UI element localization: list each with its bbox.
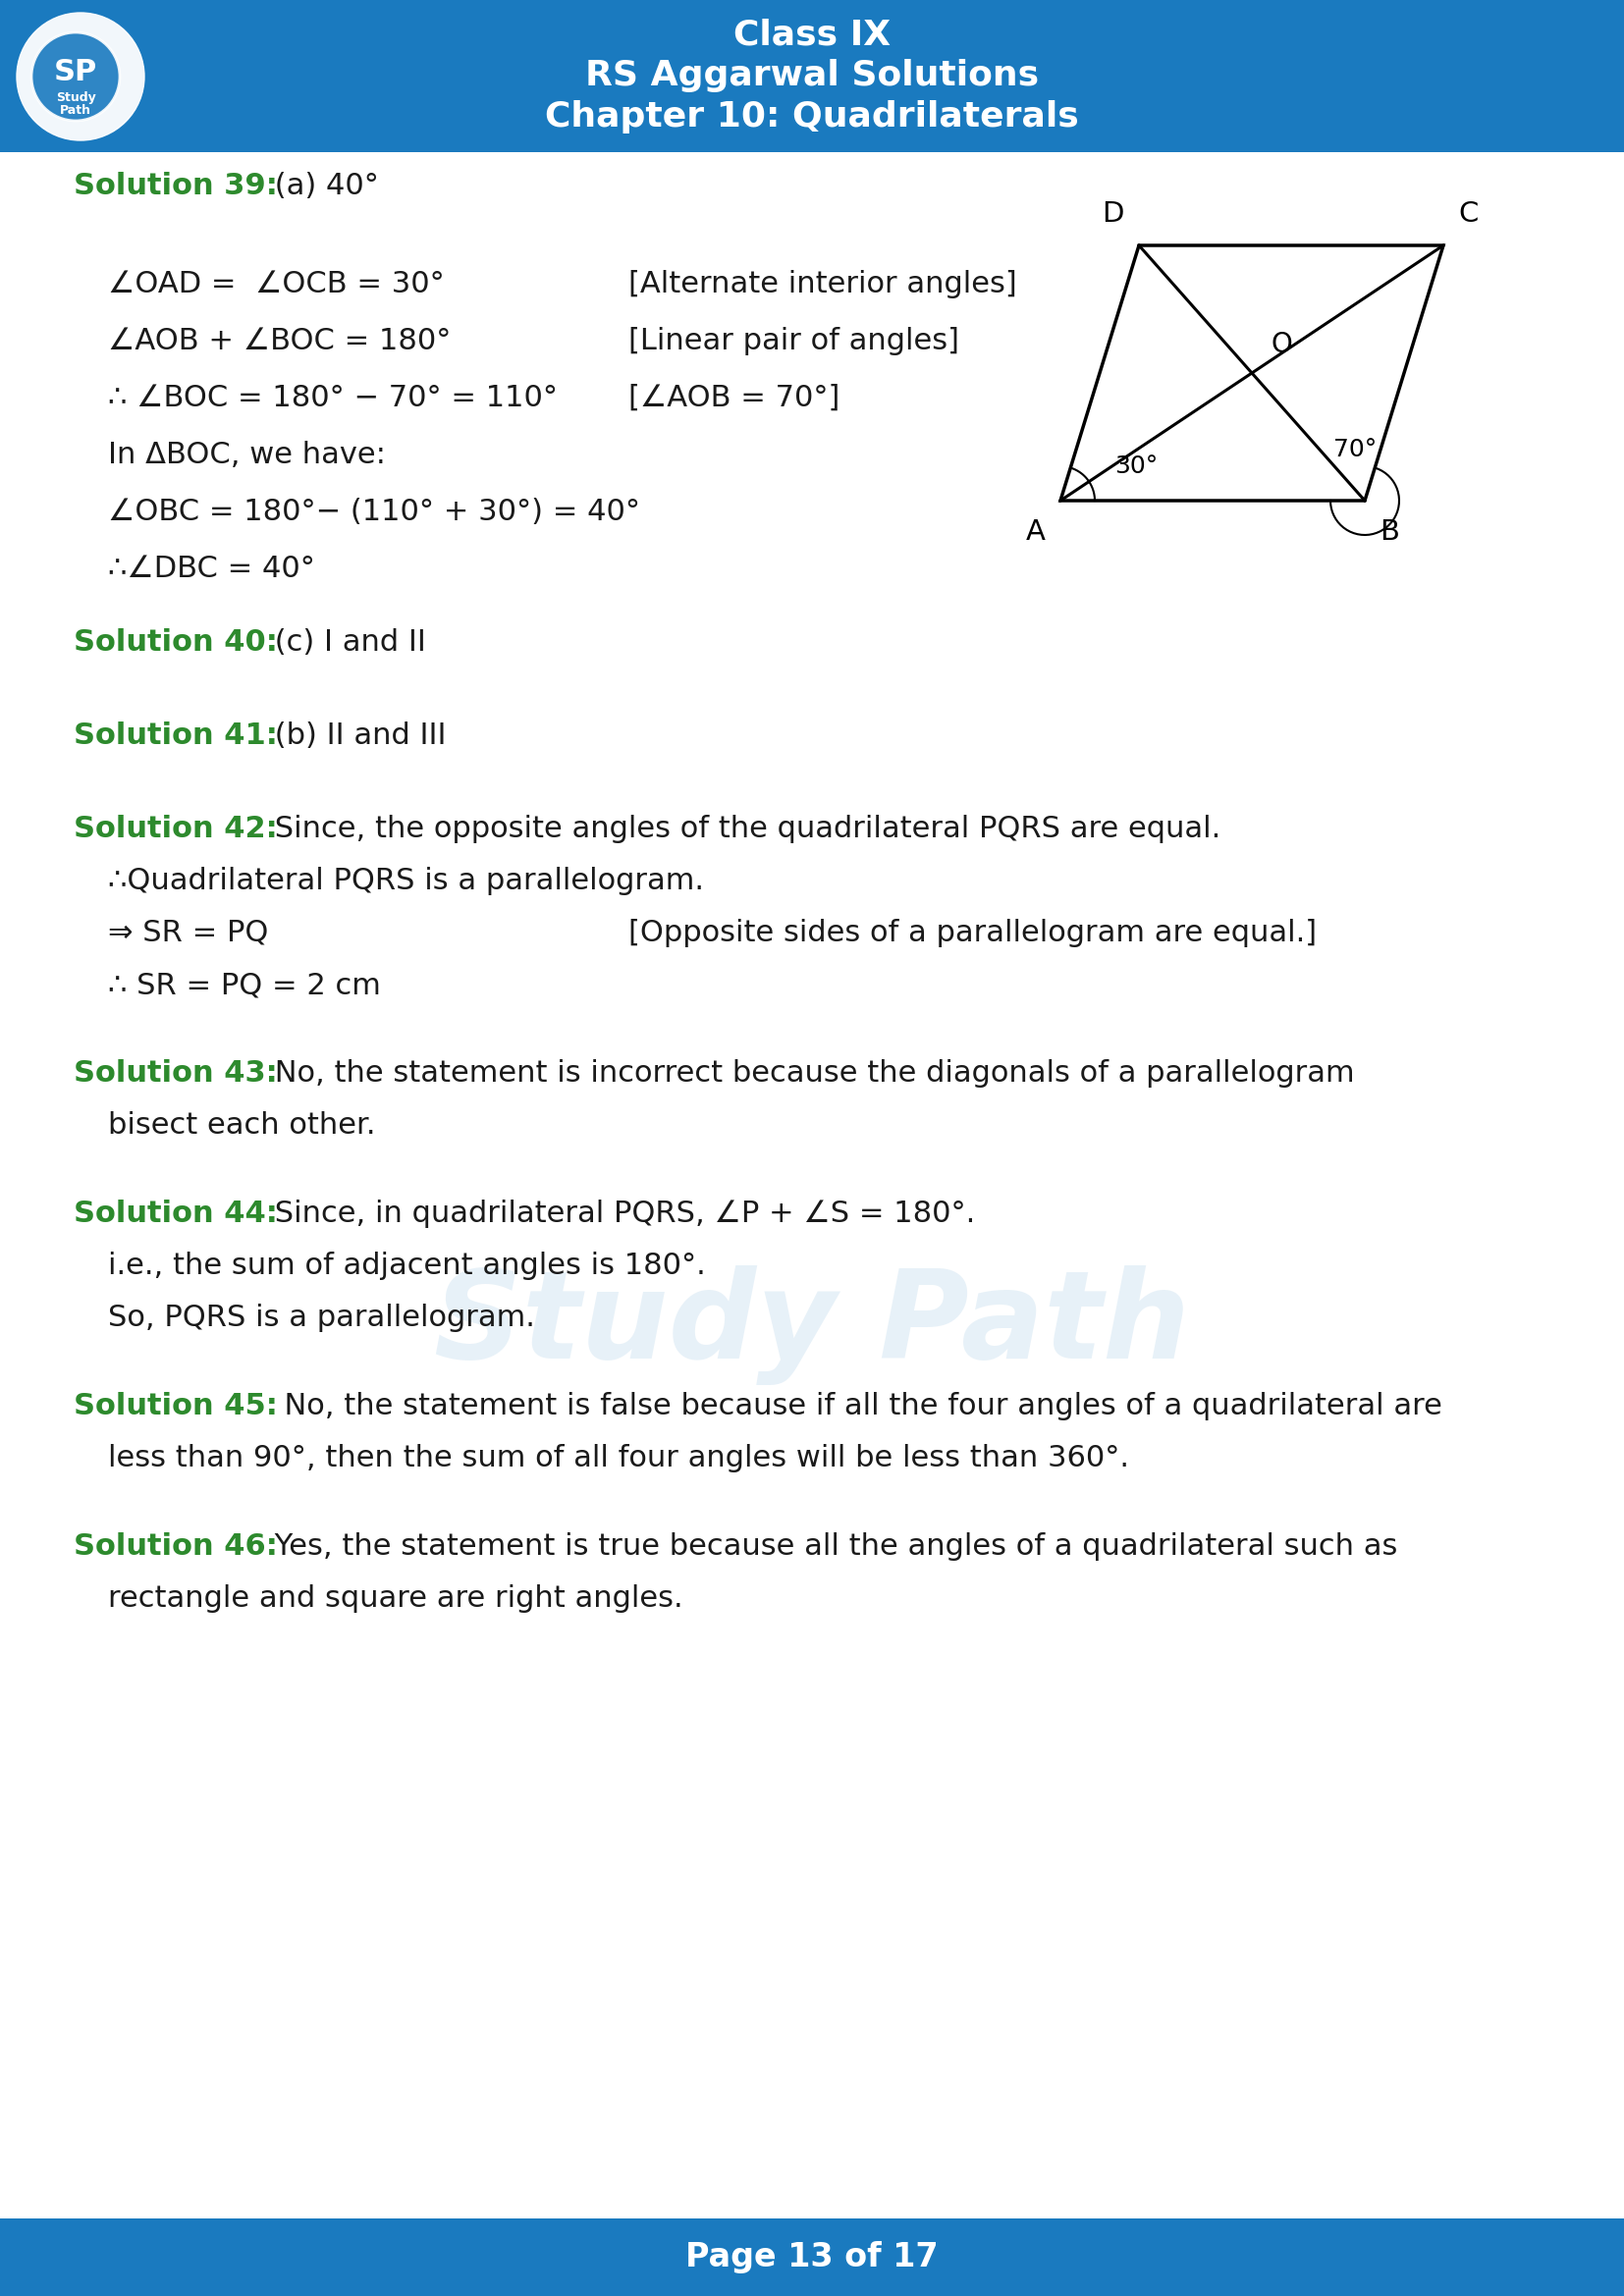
Text: In ΔBOC, we have:: In ΔBOC, we have:	[109, 441, 387, 468]
Text: [Linear pair of angles]: [Linear pair of angles]	[628, 326, 960, 356]
Text: Class IX: Class IX	[734, 18, 890, 51]
Ellipse shape	[16, 14, 145, 140]
Text: RS Aggarwal Solutions: RS Aggarwal Solutions	[585, 60, 1039, 92]
Text: Since, the opposite angles of the quadrilateral PQRS are equal.: Since, the opposite angles of the quadri…	[265, 815, 1221, 843]
Text: B: B	[1379, 519, 1400, 546]
Bar	[0, 0, 1624, 152]
Text: ∴Quadrilateral PQRS is a parallelogram.: ∴Quadrilateral PQRS is a parallelogram.	[109, 868, 703, 895]
Text: Solution 44:: Solution 44:	[73, 1199, 278, 1228]
Text: [Alternate interior angles]: [Alternate interior angles]	[628, 271, 1017, 298]
Text: rectangle and square are right angles.: rectangle and square are right angles.	[109, 1584, 684, 1612]
Text: Solution 46:: Solution 46:	[73, 1531, 278, 1561]
Text: Solution 41:: Solution 41:	[73, 721, 278, 751]
Text: Yes, the statement is true because all the angles of a quadrilateral such as: Yes, the statement is true because all t…	[265, 1531, 1398, 1561]
Text: Solution 40:: Solution 40:	[73, 629, 278, 657]
Text: [∠AOB = 70°]: [∠AOB = 70°]	[628, 383, 840, 413]
Text: (b) II and III: (b) II and III	[265, 721, 447, 751]
Text: No, the statement is incorrect because the diagonals of a parallelogram: No, the statement is incorrect because t…	[265, 1058, 1354, 1088]
Text: So, PQRS is a parallelogram.: So, PQRS is a parallelogram.	[109, 1304, 534, 1332]
Text: 30°: 30°	[1114, 455, 1158, 478]
Text: i.e., the sum of adjacent angles is 180°.: i.e., the sum of adjacent angles is 180°…	[109, 1251, 706, 1281]
Text: D: D	[1103, 200, 1124, 227]
Text: Solution 42:: Solution 42:	[73, 815, 278, 843]
Bar	[0, 2218, 1624, 2296]
Text: ∠AOB + ∠BOC = 180°: ∠AOB + ∠BOC = 180°	[109, 326, 451, 356]
Text: Solution 39:: Solution 39:	[73, 172, 278, 200]
Text: Since, in quadrilateral PQRS, ∠P + ∠S = 180°.: Since, in quadrilateral PQRS, ∠P + ∠S = …	[265, 1199, 976, 1228]
Text: (c) I and II: (c) I and II	[265, 629, 425, 657]
Text: SP: SP	[54, 57, 97, 85]
Text: Solution 43:: Solution 43:	[73, 1058, 278, 1088]
Text: Path: Path	[60, 106, 91, 117]
Text: ∴∠DBC = 40°: ∴∠DBC = 40°	[109, 556, 315, 583]
Text: ∴ SR = PQ = 2 cm: ∴ SR = PQ = 2 cm	[109, 971, 382, 999]
Text: Study: Study	[55, 92, 96, 106]
Text: [Opposite sides of a parallelogram are equal.]: [Opposite sides of a parallelogram are e…	[628, 918, 1317, 948]
Text: Solution 45:: Solution 45:	[73, 1391, 278, 1421]
Text: less than 90°, then the sum of all four angles will be less than 360°.: less than 90°, then the sum of all four …	[109, 1444, 1129, 1472]
Text: No, the statement is false because if all the four angles of a quadrilateral are: No, the statement is false because if al…	[265, 1391, 1442, 1421]
Text: ⇒ SR = PQ: ⇒ SR = PQ	[109, 918, 268, 948]
Text: A: A	[1026, 519, 1046, 546]
Text: ∠OAD =  ∠OCB = 30°: ∠OAD = ∠OCB = 30°	[109, 271, 445, 298]
Text: Study Path: Study Path	[434, 1265, 1190, 1384]
Text: ∠OBC = 180°− (110° + 30°) = 40°: ∠OBC = 180°− (110° + 30°) = 40°	[109, 498, 640, 526]
Ellipse shape	[31, 32, 120, 122]
Text: Page 13 of 17: Page 13 of 17	[685, 2241, 939, 2273]
Text: ∴ ∠BOC = 180° − 70° = 110°: ∴ ∠BOC = 180° − 70° = 110°	[109, 383, 557, 413]
Text: 70°: 70°	[1333, 439, 1377, 461]
Text: C: C	[1458, 200, 1478, 227]
Text: Chapter 10: Quadrilaterals: Chapter 10: Quadrilaterals	[546, 101, 1078, 133]
Text: (a) 40°: (a) 40°	[265, 172, 378, 200]
Text: bisect each other.: bisect each other.	[109, 1111, 375, 1139]
Text: O: O	[1272, 331, 1293, 358]
